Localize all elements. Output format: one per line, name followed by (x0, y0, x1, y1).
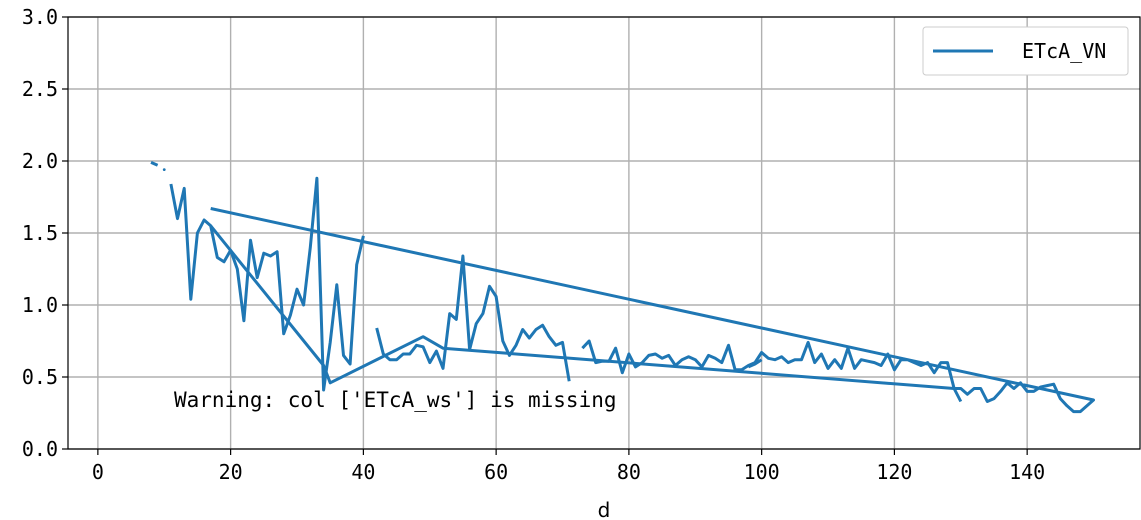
x-tick-label: 80 (617, 460, 641, 484)
legend-box (922, 26, 1129, 76)
y-tick-label: 2.5 (22, 77, 58, 101)
y-tick-label: 0.0 (22, 437, 58, 461)
x-tick-label: 140 (1009, 460, 1045, 484)
x-tick-label: 120 (876, 460, 912, 484)
grid-lines (68, 16, 1140, 450)
y-tick-label: 1.0 (22, 293, 58, 317)
series-line-etca-vn (747, 358, 763, 369)
legend: ETcA_VN (922, 26, 1129, 76)
series-line-etca-vn (375, 254, 571, 382)
x-tick-label: 100 (744, 460, 780, 484)
y-tick-label: 3.0 (22, 5, 58, 29)
axis-ticks: 0 20 40 60 80 100 120 140 0.0 0.5 1.0 1.5 2.0 2.5 3.0 (22, 5, 1045, 484)
y-tick-label: 0.5 (22, 365, 58, 389)
x-tick-label: 0 (92, 460, 104, 484)
y-tick-label: 1.5 (22, 221, 58, 245)
missing-column-warning: Warning: col ['ETcA_ws'] is missing (174, 388, 617, 412)
y-tick-label: 2.0 (22, 149, 58, 173)
x-tick-label: 60 (484, 460, 508, 484)
series-point-etca-vn (162, 168, 166, 172)
series-line-etca-vn (210, 207, 1095, 414)
legend-label-etca-vn: ETcA_VN (1022, 39, 1106, 63)
x-axis-label: d (598, 498, 611, 520)
plot-frame (67, 16, 1141, 450)
series-lines (150, 161, 1095, 414)
series-line-etca-vn (150, 161, 159, 167)
series-line-etca-vn (209, 224, 963, 403)
series-line-etca-vn (169, 176, 365, 392)
x-tick-label: 40 (351, 460, 375, 484)
x-tick-label: 20 (219, 460, 243, 484)
